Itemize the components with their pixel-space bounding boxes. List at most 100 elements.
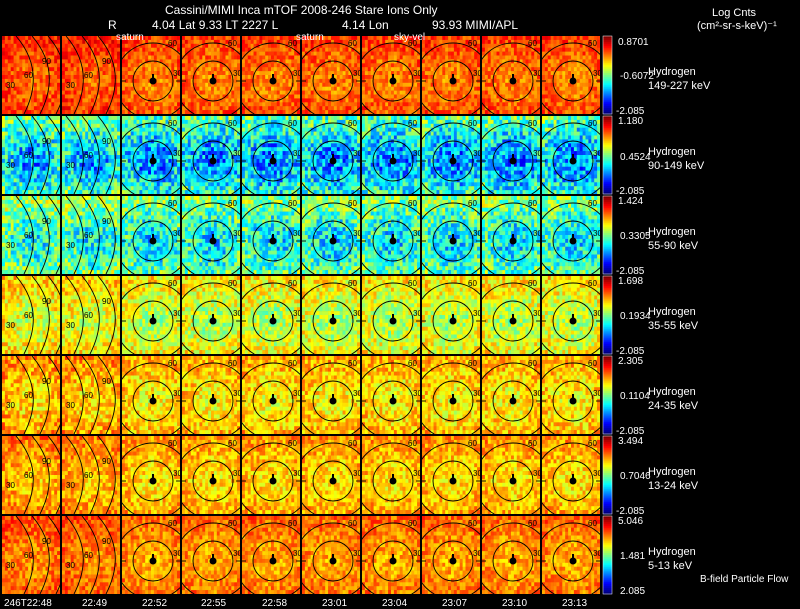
- b-field-flow-label: B-field Particle Flow: [700, 573, 788, 586]
- cb-max-4: 1.698: [618, 276, 643, 287]
- saturn-marker: [149, 317, 157, 325]
- svg-text:90: 90: [42, 57, 51, 66]
- cb-max-1: 0.8701: [618, 37, 649, 48]
- saturn-marker: [389, 397, 397, 405]
- cb-max-3: 1.424: [618, 196, 643, 207]
- saturn-marker: [449, 77, 457, 85]
- saturn-marker: [389, 317, 397, 325]
- saturn-marker: [569, 237, 577, 245]
- cb-mid-6: 0.7046: [620, 471, 651, 482]
- saturn-marker: [449, 237, 457, 245]
- time-label-5: 22:58: [262, 598, 287, 609]
- cb-min-3: -2.085: [616, 266, 644, 277]
- units-line2: (cm²-sr-s-keV)⁻¹: [697, 20, 777, 33]
- panel-r1-c2: 30 60 90: [62, 36, 120, 114]
- svg-text:30: 30: [173, 69, 182, 78]
- time-label-6: 23:01: [322, 598, 347, 609]
- saturn-marker: [449, 317, 457, 325]
- panel-r1-c6: 30 60: [302, 36, 362, 114]
- svg-text:30: 30: [353, 69, 362, 78]
- svg-text:30: 30: [473, 69, 482, 78]
- row-species-6: Hydrogen: [648, 466, 696, 479]
- saturn-marker: [569, 397, 577, 405]
- colorbar-row-6: [602, 435, 613, 515]
- svg-text:90: 90: [42, 137, 51, 146]
- row-species-1: Hydrogen: [648, 66, 696, 79]
- panel-r1-c10: 30 60: [542, 36, 602, 114]
- saturn-marker: [509, 317, 517, 325]
- time-label-9: 23:10: [502, 598, 527, 609]
- saturn-marker: [149, 157, 157, 165]
- cb-mid-2: 0.4524: [620, 152, 651, 163]
- saturn-marker: [569, 157, 577, 165]
- saturn-marker: [509, 397, 517, 405]
- title-text: Cassini/MIMI Inca mTOF 2008-246 Stare Io…: [165, 4, 438, 17]
- row-energy-6: 13-24 keV: [648, 480, 698, 493]
- row-energy-5: 24-35 keV: [648, 400, 698, 413]
- saturn-marker: [149, 557, 157, 565]
- svg-text:30: 30: [413, 69, 422, 78]
- colorbar-row-1: [602, 35, 613, 115]
- saturn-marker: [509, 77, 517, 85]
- saturn-marker: [569, 477, 577, 485]
- row-energy-7: 5-13 keV: [648, 560, 692, 573]
- cb-max-7: 5.046: [618, 516, 643, 527]
- svg-text:60: 60: [288, 39, 297, 48]
- saturn-marker: [569, 77, 577, 85]
- saturn-marker: [329, 397, 337, 405]
- colorbar-row-7: [602, 515, 613, 595]
- saturn-marker: [449, 157, 457, 165]
- svg-text:90: 90: [102, 57, 111, 66]
- row-energy-4: 35-55 keV: [648, 320, 698, 333]
- colorbar-row-4: [602, 275, 613, 355]
- svg-text:30: 30: [533, 69, 542, 78]
- saturn-marker: [209, 477, 217, 485]
- saturn-marker: [329, 237, 337, 245]
- svg-text:60: 60: [588, 39, 597, 48]
- saturn-label-2: saturn: [296, 31, 324, 44]
- svg-text:60: 60: [24, 151, 33, 160]
- panel-r1-c7: 30 60: [362, 36, 422, 114]
- cb-min-7: 2.085: [620, 586, 645, 597]
- row-species-2: Hydrogen: [648, 146, 696, 159]
- cb-mid-5: 0.1104: [620, 391, 650, 402]
- time-label-4: 22:55: [201, 598, 226, 609]
- saturn-marker: [269, 237, 277, 245]
- svg-text:60: 60: [408, 39, 417, 48]
- cb-max-5: 2.305: [618, 356, 643, 367]
- saturn-marker: [389, 237, 397, 245]
